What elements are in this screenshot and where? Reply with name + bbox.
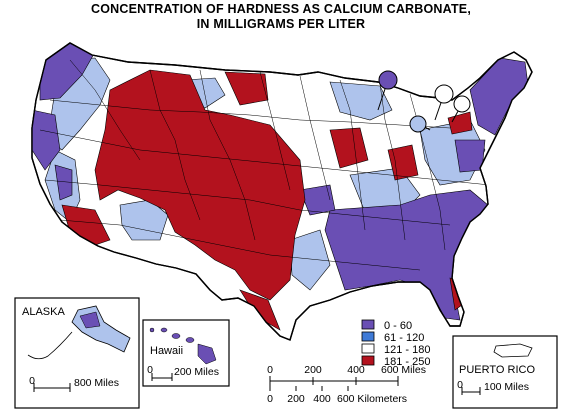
legend-swatch-2 [361,343,375,354]
map-title-line-1: CONCENTRATION OF HARDNESS AS CALCIUM CAR… [91,2,471,16]
scale-km-600: 600 Kilometers [337,393,407,405]
legend-swatch-3 [361,355,375,366]
alaska-scale-label: 800 Miles [74,377,119,389]
light-blue-great-lakes [329,81,393,121]
puerto-rico-label: PUERTO RICO [459,364,535,376]
hawaii-scale-label: 200 Miles [174,366,219,378]
scale-miles-200: 200 [304,364,322,376]
light-blue-texas-east [289,229,331,291]
lake-superior-marker [378,70,398,90]
legend-swatch-1 [361,331,375,342]
scale-km-0: 0 [267,393,273,405]
puerto-rico-shape [493,343,533,358]
legend-swatch-0 [361,319,375,330]
lake-erie-marker [453,95,471,113]
scale-miles-0: 0 [267,364,273,376]
scale-miles-600: 600 Miles [381,364,426,376]
pr-scale-label: 100 Miles [484,381,529,393]
hawaii-label: Hawaii [150,345,183,357]
red-north-dakota [224,71,269,106]
main-scale-bar: 0 200 400 600 Miles 0 200 400 600 Kilome… [267,364,426,405]
red-ohio [387,144,419,181]
scale-miles-400: 400 [347,364,365,376]
legend-label-2: 121 - 180 [384,344,430,356]
legend-label-0: 0 - 60 [384,320,412,332]
map-title-line-2: IN MILLIGRAMS PER LITER [196,17,366,31]
hawaii-scale-zero: 0 [147,364,153,376]
alaska-inset: ALASKA 0 800 Miles [14,297,140,409]
us-outline [31,42,533,341]
conterminous-us [31,42,533,341]
legend-label-1: 61 - 120 [384,332,424,344]
lake-huron-marker [434,84,454,104]
purple-ozark [299,184,336,216]
alaska-scale-zero: 0 [29,375,35,387]
great-lakes-callouts [377,70,471,133]
pr-scale-zero: 0 [457,379,463,391]
purple-sierra [54,164,73,201]
basin-boundaries [39,59,491,271]
legend-label-3: 181 - 250 [384,356,430,368]
purple-washington [39,43,96,101]
scale-km-200: 200 [287,393,305,405]
lake-michigan-marker [409,115,427,133]
purple-northeast [469,57,529,136]
puerto-rico-inset: PUERTO RICO 0 100 Miles [452,335,558,409]
hawaii-inset: Hawaii 0 200 Miles [142,319,230,387]
scale-km-400: 400 [313,393,331,405]
purple-southeast [324,189,489,321]
alaska-label: ALASKA [22,306,65,318]
purple-oregon-coast [32,109,61,171]
red-iowa [329,127,369,169]
